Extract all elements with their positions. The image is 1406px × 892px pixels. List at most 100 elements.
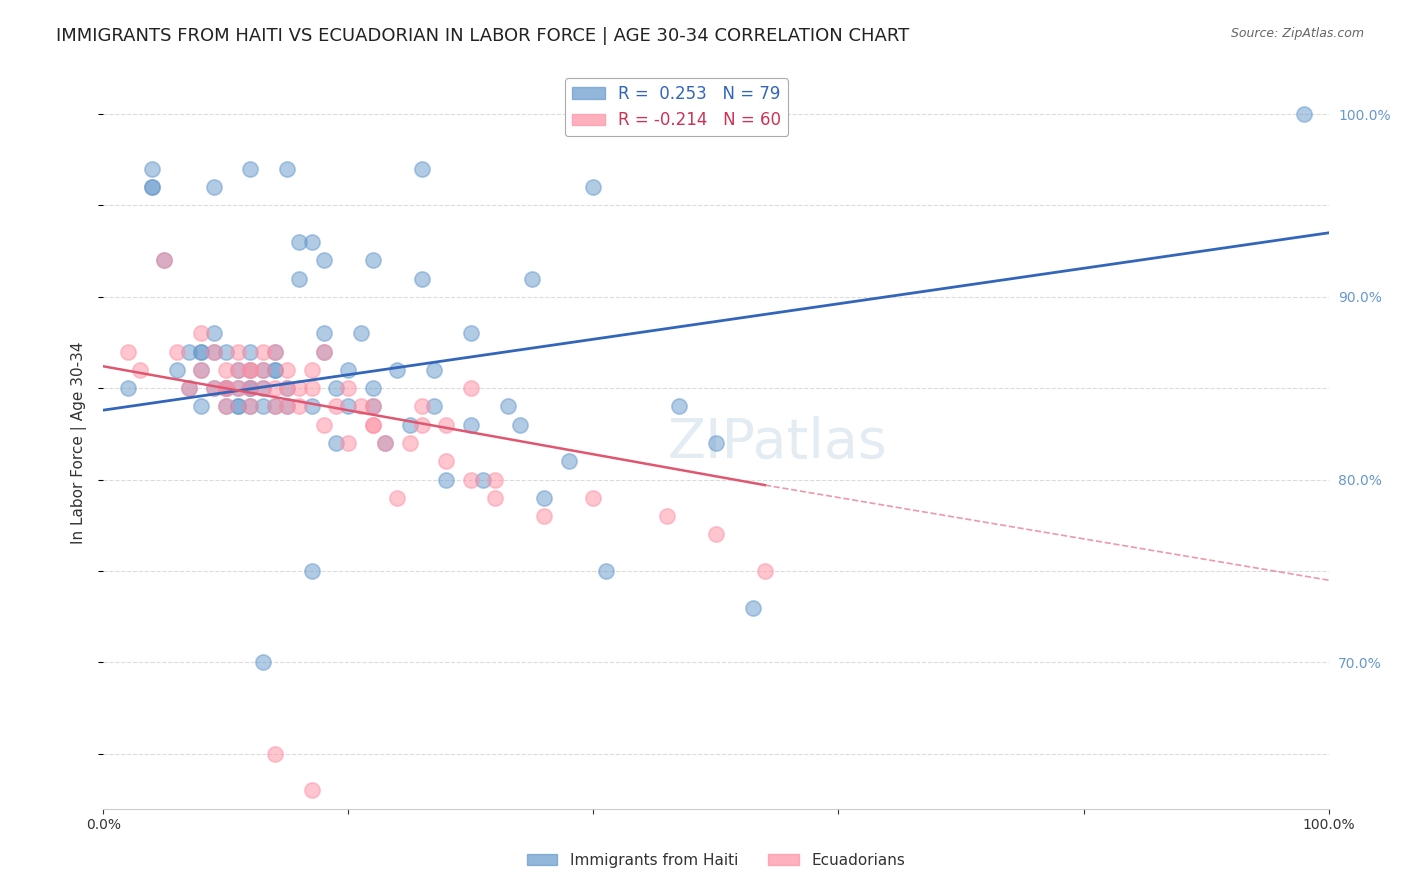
- Point: [129, 363, 152, 377]
- Point: [337, 436, 360, 450]
- Legend: R =  0.253   N = 79, R = -0.214   N = 60: R = 0.253 N = 79, R = -0.214 N = 60: [565, 78, 787, 136]
- Point: [325, 436, 347, 450]
- Point: [252, 363, 274, 377]
- Point: [263, 381, 285, 395]
- Point: [276, 400, 298, 414]
- Point: [288, 271, 311, 285]
- Point: [741, 600, 763, 615]
- Point: [239, 381, 262, 395]
- Point: [202, 180, 225, 194]
- Point: [312, 344, 335, 359]
- Point: [387, 363, 409, 377]
- Point: [239, 381, 262, 395]
- Point: [226, 363, 249, 377]
- Point: [288, 235, 311, 249]
- Point: [312, 253, 335, 268]
- Point: [434, 454, 457, 468]
- Point: [177, 381, 200, 395]
- Point: [141, 161, 163, 176]
- Point: [361, 253, 384, 268]
- Point: [374, 436, 396, 450]
- Point: [190, 326, 212, 341]
- Point: [423, 400, 446, 414]
- Point: [460, 381, 482, 395]
- Point: [215, 381, 238, 395]
- Point: [215, 400, 238, 414]
- Point: [434, 417, 457, 432]
- Point: [411, 161, 433, 176]
- Point: [533, 509, 555, 524]
- Point: [226, 381, 249, 395]
- Point: [411, 417, 433, 432]
- Point: [177, 344, 200, 359]
- Point: [226, 400, 249, 414]
- Point: [153, 253, 176, 268]
- Point: [166, 363, 188, 377]
- Point: [252, 344, 274, 359]
- Point: [226, 344, 249, 359]
- Point: [276, 400, 298, 414]
- Point: [361, 417, 384, 432]
- Point: [190, 344, 212, 359]
- Point: [276, 161, 298, 176]
- Point: [301, 400, 323, 414]
- Point: [215, 400, 238, 414]
- Point: [301, 363, 323, 377]
- Point: [361, 381, 384, 395]
- Point: [558, 454, 581, 468]
- Point: [484, 473, 506, 487]
- Point: [226, 363, 249, 377]
- Point: [202, 344, 225, 359]
- Point: [312, 417, 335, 432]
- Point: [361, 400, 384, 414]
- Point: [141, 180, 163, 194]
- Point: [226, 400, 249, 414]
- Point: [215, 381, 238, 395]
- Point: [312, 326, 335, 341]
- Point: [484, 491, 506, 505]
- Point: [276, 381, 298, 395]
- Point: [263, 747, 285, 761]
- Point: [337, 400, 360, 414]
- Point: [582, 180, 605, 194]
- Point: [301, 564, 323, 578]
- Point: [325, 400, 347, 414]
- Point: [301, 381, 323, 395]
- Point: [190, 363, 212, 377]
- Point: [215, 344, 238, 359]
- Point: [434, 473, 457, 487]
- Point: [668, 400, 690, 414]
- Point: [582, 491, 605, 505]
- Point: [337, 363, 360, 377]
- Point: [411, 271, 433, 285]
- Point: [190, 363, 212, 377]
- Point: [239, 363, 262, 377]
- Point: [190, 344, 212, 359]
- Point: [460, 326, 482, 341]
- Text: Source: ZipAtlas.com: Source: ZipAtlas.com: [1230, 27, 1364, 40]
- Point: [337, 381, 360, 395]
- Point: [153, 253, 176, 268]
- Point: [226, 381, 249, 395]
- Point: [202, 381, 225, 395]
- Point: [239, 400, 262, 414]
- Point: [398, 436, 420, 450]
- Point: [215, 381, 238, 395]
- Point: [704, 436, 727, 450]
- Point: [312, 344, 335, 359]
- Point: [202, 344, 225, 359]
- Point: [301, 235, 323, 249]
- Point: [288, 400, 311, 414]
- Point: [202, 381, 225, 395]
- Point: [288, 381, 311, 395]
- Point: [533, 491, 555, 505]
- Point: [276, 381, 298, 395]
- Point: [239, 344, 262, 359]
- Point: [117, 344, 139, 359]
- Point: [1294, 107, 1316, 121]
- Point: [509, 417, 531, 432]
- Point: [252, 381, 274, 395]
- Point: [704, 527, 727, 541]
- Point: [215, 381, 238, 395]
- Point: [520, 271, 543, 285]
